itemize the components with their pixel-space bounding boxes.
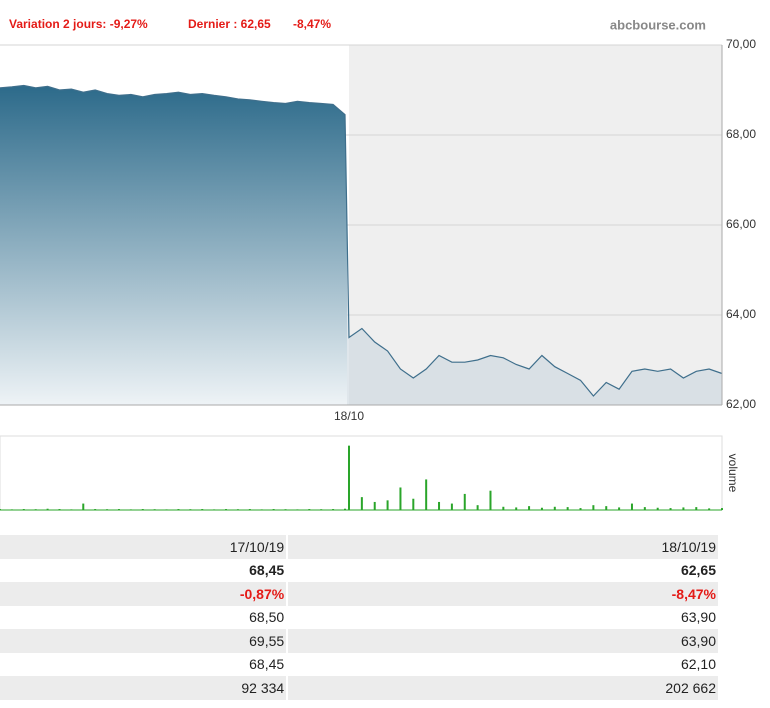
volume-bar <box>630 503 633 510</box>
volume-bar <box>708 508 711 510</box>
x-tick-label: 18/10 <box>334 409 364 423</box>
volume-bar <box>695 507 698 510</box>
volume-bar <box>605 506 608 510</box>
table-cell: 68,50 <box>249 609 285 626</box>
y-tick-label: 70,00 <box>726 37 756 51</box>
table-row: 68,50 63,90 <box>0 605 718 629</box>
y-tick-label: 62,00 <box>726 397 756 411</box>
table-cell: 63,90 <box>288 629 718 653</box>
table-cell: 62,65 <box>680 562 716 579</box>
last-price: Dernier : 62,65 <box>188 17 271 31</box>
volume-bar <box>528 506 531 510</box>
last-change: -8,47% <box>293 17 331 31</box>
table-cell: 69,55 <box>0 629 287 653</box>
volume-bar <box>502 506 505 510</box>
volume-bar <box>618 507 621 510</box>
volume-bar <box>669 508 672 510</box>
volume-bar <box>425 479 428 510</box>
quote-table: 17/10/19 18/10/19 68,45 62,65 -0,87% -8,47% 68… <box>0 535 718 700</box>
price-line <box>0 84 723 397</box>
table-cell: -0,87% <box>0 582 287 606</box>
volume-bar <box>566 507 569 510</box>
volume-label: volume <box>726 454 740 493</box>
table-cell: -8,47% <box>288 582 718 606</box>
source: abcbourse.com <box>610 17 706 32</box>
table-cell: 18/10/19 <box>288 535 718 559</box>
y-tick-label: 66,00 <box>726 217 756 231</box>
table-cell: 68,45 <box>249 562 285 579</box>
variation: Variation 2 jours: -9,27% <box>9 17 148 31</box>
volume-bar <box>515 507 518 510</box>
volume-bar <box>489 490 492 510</box>
volume-bar <box>348 445 350 510</box>
gap <box>286 535 289 559</box>
table-row: 68,45 62,10 <box>0 652 718 676</box>
table-row: 17/10/19 18/10/19 <box>0 535 718 559</box>
gap <box>286 676 289 700</box>
volume-bar <box>721 508 723 510</box>
volume-bar <box>360 497 363 510</box>
volume-bar <box>579 508 582 510</box>
volume-bar <box>412 498 415 510</box>
chart: 62,00 64,00 66,00 68,00 70,00 18/10 volume <box>0 37 756 511</box>
table-row: -0,87% -8,47% <box>0 582 718 606</box>
table-cell: 202 662 <box>288 676 718 700</box>
table-cell: 63,90 <box>680 609 716 626</box>
volume-bar <box>476 505 479 510</box>
table-row: 69,55 63,90 <box>0 629 718 653</box>
gap <box>286 582 289 606</box>
gap <box>286 605 289 629</box>
volume-bar <box>682 507 685 510</box>
table-cell: 17/10/19 <box>0 535 287 559</box>
header: Variation 2 jours: -9,27% Dernier : 62,6… <box>9 17 706 32</box>
y-tick-label: 68,00 <box>726 127 756 141</box>
table-row: 68,45 62,65 <box>0 558 718 582</box>
volume-bar <box>592 505 595 510</box>
volume-bar <box>450 503 453 510</box>
volume-bar <box>656 507 659 510</box>
table-cell: 92 334 <box>0 676 287 700</box>
volume-bar <box>82 503 85 510</box>
volume-bar <box>399 487 402 510</box>
volume-bar <box>386 500 389 510</box>
volume-bar <box>463 493 466 510</box>
gap <box>286 558 289 582</box>
volume-bar <box>373 501 376 510</box>
y-tick-label: 64,00 <box>726 307 756 321</box>
volume-bar <box>344 508 346 510</box>
gap <box>286 652 289 676</box>
table-cell: 62,10 <box>680 656 716 673</box>
volume-bar <box>438 501 441 510</box>
table-row: 92 334 202 662 <box>0 676 718 700</box>
area-fill <box>347 226 722 405</box>
volume-bar <box>46 508 49 510</box>
gap <box>286 629 289 653</box>
volume-bar <box>553 506 556 510</box>
volume-bar <box>540 507 543 510</box>
volume-bar <box>643 507 646 510</box>
area-fill <box>0 85 347 405</box>
table-cell: 68,45 <box>249 656 285 673</box>
